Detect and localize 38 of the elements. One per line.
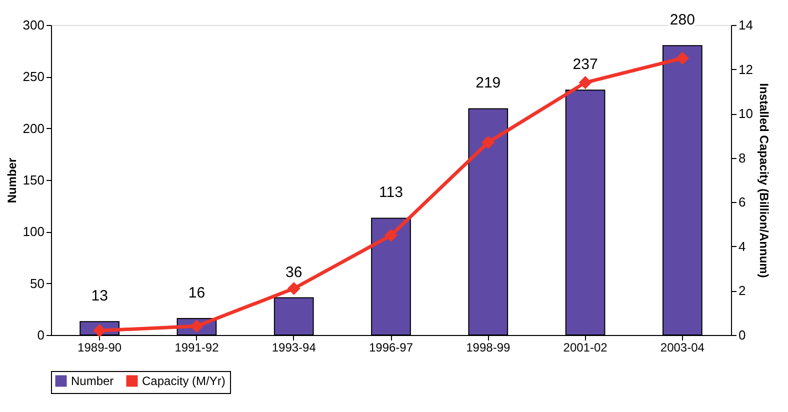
data-label: 16	[188, 284, 206, 302]
data-label: 36	[286, 264, 302, 281]
y2-tick-label: 6	[738, 194, 746, 210]
point	[676, 52, 689, 65]
y-tick-label: 100	[22, 224, 44, 240]
x-tick-label: 2001-02	[563, 340, 608, 354]
y-tick-label: 200	[22, 120, 44, 136]
x-tick-label: 1991-92	[174, 340, 220, 354]
x-tick-label: 1993-94	[272, 340, 316, 354]
x-tick-label: 1989-90	[78, 340, 122, 354]
y2-tick-label: 12	[738, 62, 753, 77]
y2-tick-label: 10	[738, 106, 753, 122]
x-tick-label: 2003-04	[660, 340, 705, 354]
y-tick-label: 0	[37, 328, 44, 342]
data-label: 13	[91, 288, 108, 305]
legend-label: Number	[71, 374, 114, 388]
y2-tick-label: 8	[738, 150, 746, 166]
point	[578, 76, 592, 90]
y2-tick-label: 4	[738, 238, 746, 254]
y-tick-label: 50	[30, 276, 44, 291]
data-label: 280	[670, 12, 695, 29]
x-tick-label: 1996-97	[368, 340, 414, 354]
y-tick-label: 150	[22, 172, 44, 188]
data-label: 113	[379, 184, 403, 202]
point	[482, 136, 495, 149]
y-tick-label: 300	[22, 18, 44, 32]
y2-tick-label: 2	[738, 283, 746, 298]
data-label: 219	[476, 74, 501, 92]
y2-axis-title: Installed Capacity (Billion/Annum)	[756, 83, 771, 278]
legend-label: Capacity (M/Yr)	[142, 374, 226, 388]
point	[287, 282, 300, 296]
y-tick-label: 250	[22, 69, 44, 84]
y2-tick-label: 0	[738, 328, 746, 342]
x-tick-label: 1998-99	[466, 340, 510, 354]
y-axis-title: Number	[4, 158, 19, 204]
point	[384, 228, 398, 242]
y2-tick-label: 14	[738, 18, 753, 32]
data-label: 237	[572, 56, 598, 74]
